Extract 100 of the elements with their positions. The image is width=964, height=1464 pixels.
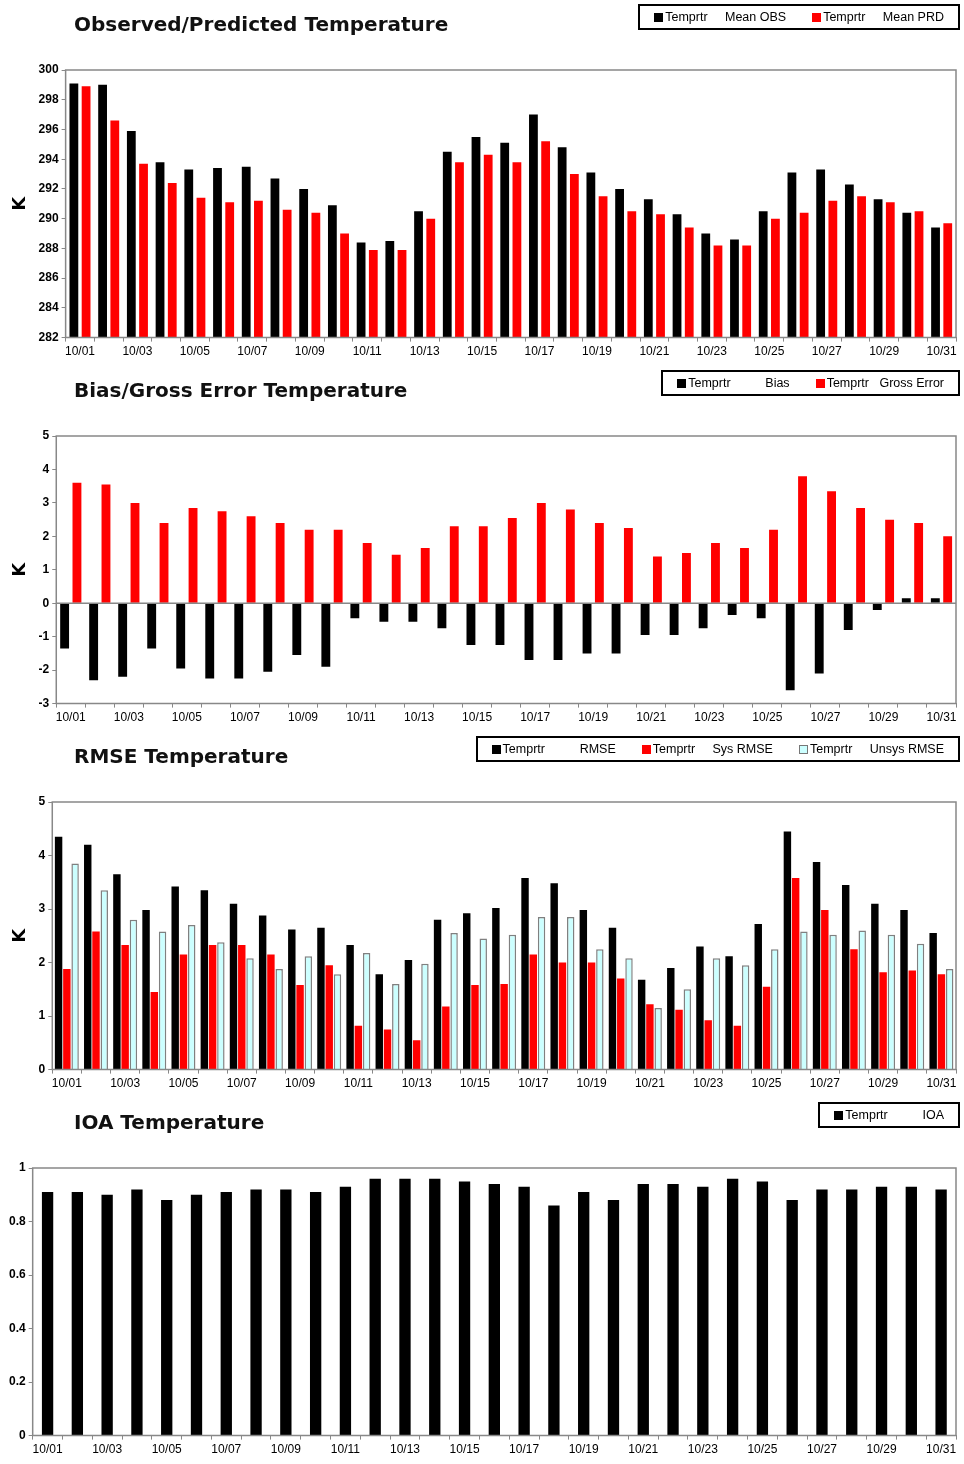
bar [798, 476, 807, 603]
bar [205, 603, 215, 679]
bar [208, 944, 217, 1070]
bar [696, 946, 704, 1070]
x-tick-label: 10/27 [806, 1442, 838, 1457]
bar [404, 959, 413, 1070]
y-tick-label: 0.4 [8, 1320, 26, 1335]
bar [646, 1004, 654, 1070]
x-tick-label: 10/09 [294, 344, 326, 359]
bar [521, 878, 529, 1070]
bar [587, 962, 596, 1070]
x-tick-label: 10/03 [122, 344, 153, 359]
x-tick-label: 10/25 [751, 1076, 782, 1091]
y-tick-label: 1 [18, 1160, 26, 1175]
x-tick-label: 10/11 [343, 1076, 374, 1091]
bar [217, 511, 227, 603]
x-tick-label: 10/25 [752, 710, 783, 725]
bar [275, 522, 285, 603]
x-tick-label: 10/27 [811, 344, 843, 359]
bar [711, 543, 720, 603]
bar [841, 884, 850, 1070]
y-tick-label: 0 [38, 1061, 46, 1076]
bar [84, 844, 92, 1070]
x-tick-label: 10/09 [285, 1076, 316, 1091]
y-tick-label: 3 [42, 495, 50, 510]
x-tick-label: 10/13 [389, 1442, 421, 1457]
bar [579, 910, 588, 1070]
legend-label: Temprtr Unsys RMSE [809, 742, 944, 756]
bar [756, 603, 766, 619]
legend-label: Temprtr Sys RMSE [652, 742, 773, 756]
y-tick-label: 0.6 [8, 1267, 26, 1282]
bar [536, 502, 546, 603]
bar [246, 516, 256, 603]
bar [623, 527, 633, 603]
y-tick-label: 290 [38, 210, 59, 225]
y-tick-label: 282 [38, 329, 59, 344]
bar [433, 919, 442, 1070]
bar [914, 522, 924, 603]
bar [478, 526, 488, 603]
bar [617, 978, 625, 1070]
x-tick-label: 10/17 [520, 710, 551, 725]
y-tick-label: 1 [42, 562, 50, 577]
x-tick-label: 10/25 [747, 1442, 778, 1457]
bar [463, 913, 471, 1070]
x-tick-label: 10/07 [211, 1442, 242, 1457]
bar [492, 907, 500, 1070]
legend-label: Temprtr Mean PRD [823, 10, 944, 24]
y-tick-label: 292 [38, 181, 59, 196]
bar [856, 507, 866, 603]
bar [843, 603, 853, 631]
x-tick-label: 10/29 [869, 344, 900, 359]
bar [176, 603, 186, 669]
x-tick-label: 10/07 [229, 710, 261, 725]
bar [238, 944, 246, 1070]
y-axis-title: K [8, 195, 30, 211]
bar [682, 553, 691, 603]
y-tick-label: 2 [38, 954, 46, 969]
bar [675, 1009, 683, 1070]
y-tick-label: -2 [38, 662, 50, 677]
bar [814, 603, 824, 674]
x-tick-label: 10/03 [92, 1442, 123, 1457]
legend-label: Temprtr Bias [688, 376, 790, 390]
bar [121, 944, 129, 1070]
bar [821, 910, 829, 1070]
bar [118, 603, 128, 677]
x-tick-label: 10/23 [696, 344, 728, 359]
x-tick-label: 10/15 [467, 344, 498, 359]
legend-label: Temprtr RMSE [502, 742, 616, 756]
x-tick-label: 10/21 [639, 344, 670, 359]
x-tick-label: 10/29 [868, 1076, 899, 1091]
x-tick-label: 10/21 [634, 1076, 666, 1091]
bar [698, 603, 708, 629]
y-axis-title: K [8, 927, 30, 943]
bar [420, 548, 430, 603]
bar [437, 603, 447, 629]
y-tick-label: 2 [42, 528, 50, 543]
y-tick-label: 298 [38, 92, 59, 107]
x-tick-label: 10/11 [352, 344, 383, 359]
bar [263, 603, 273, 672]
y-tick-label: 4 [38, 847, 46, 862]
x-tick-label: 10/21 [628, 1442, 659, 1457]
bar [63, 968, 71, 1070]
bar [733, 1025, 742, 1070]
x-tick-label: 10/23 [694, 710, 725, 725]
bar [850, 949, 858, 1070]
bar [507, 517, 517, 603]
bar [943, 536, 953, 603]
bar [379, 603, 389, 622]
y-tick-label: 284 [38, 300, 59, 315]
bar [879, 972, 887, 1070]
y-tick-label: 286 [38, 270, 59, 285]
bar [769, 529, 778, 603]
bar [350, 603, 360, 619]
y-tick-label: 5 [42, 428, 50, 443]
bar [500, 983, 508, 1070]
bar [529, 954, 538, 1070]
bar [872, 603, 882, 610]
bar [101, 484, 111, 603]
bar [362, 543, 372, 603]
bar [54, 836, 63, 1070]
